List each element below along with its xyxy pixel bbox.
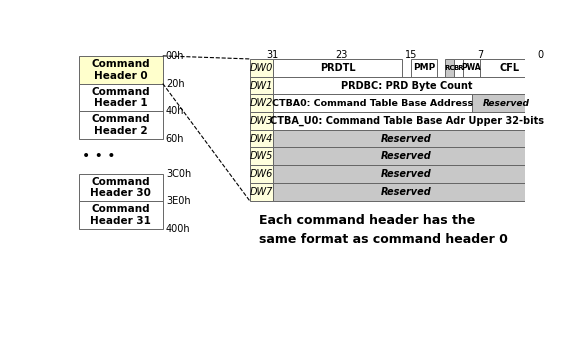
Bar (273, 147, 540, 165)
Text: Command
Header 31: Command Header 31 (90, 204, 152, 226)
Bar (462, 59, 480, 77)
Text: 3E0h: 3E0h (166, 196, 191, 206)
Text: DW0: DW0 (250, 63, 273, 73)
Text: Reserved: Reserved (381, 169, 432, 179)
Bar (79, 201, 163, 229)
Text: DW7: DW7 (250, 187, 273, 197)
Text: 15: 15 (405, 50, 417, 60)
Bar (273, 183, 540, 201)
Bar (273, 112, 540, 130)
Text: PWA: PWA (461, 63, 481, 72)
Text: 23: 23 (336, 50, 348, 60)
Text: PRDTL: PRDTL (319, 63, 355, 73)
Text: Reserved: Reserved (381, 134, 432, 143)
Bar (273, 77, 540, 95)
Text: Command
Header 30: Command Header 30 (90, 177, 152, 198)
Bar (79, 111, 163, 139)
Text: Reserved: Reserved (483, 99, 529, 108)
Text: PRDBC: PRD Byte Count: PRDBC: PRD Byte Count (340, 80, 472, 91)
Text: CFL: CFL (500, 63, 520, 73)
Text: 00h: 00h (166, 51, 184, 61)
Text: Command
Header 1: Command Header 1 (92, 87, 150, 108)
Bar (445, 59, 454, 77)
Text: CTBA0: Command Table Base Address: CTBA0: Command Table Base Address (272, 99, 473, 108)
Text: 31: 31 (266, 50, 279, 60)
Bar (79, 84, 163, 111)
Bar (273, 94, 472, 112)
Text: DW6: DW6 (250, 169, 273, 179)
Bar (273, 59, 402, 77)
Bar (250, 94, 273, 112)
Text: 7: 7 (477, 50, 483, 60)
Text: BR: BR (453, 65, 463, 71)
Text: • • •: • • • (82, 149, 115, 163)
Text: 3C0h: 3C0h (166, 169, 191, 178)
Bar (250, 112, 273, 130)
Bar (472, 94, 540, 112)
Text: Reserved: Reserved (381, 187, 432, 197)
Text: CTBA_U0: Command Table Base Adr Upper 32-bits: CTBA_U0: Command Table Base Adr Upper 32… (269, 116, 543, 126)
Bar (79, 174, 163, 201)
Text: DW1: DW1 (250, 80, 273, 91)
Bar (250, 147, 273, 165)
Text: DW2: DW2 (250, 98, 273, 108)
Text: 0: 0 (537, 50, 543, 60)
Text: Command
Header 2: Command Header 2 (92, 114, 150, 136)
Text: 400h: 400h (166, 224, 191, 234)
Bar (454, 59, 462, 77)
Text: PMP: PMP (413, 63, 435, 72)
Text: 40h: 40h (166, 106, 184, 116)
Bar (273, 130, 540, 147)
Text: DW4: DW4 (250, 134, 273, 143)
Bar (250, 77, 273, 95)
Bar (411, 59, 437, 77)
Bar (250, 59, 273, 77)
Text: RC: RC (444, 65, 455, 71)
Bar (480, 59, 540, 77)
Bar (250, 130, 273, 147)
Text: DW5: DW5 (250, 151, 273, 161)
Text: DW3: DW3 (250, 116, 273, 126)
Bar (250, 183, 273, 201)
Text: 20h: 20h (166, 79, 184, 89)
Text: Reserved: Reserved (381, 151, 432, 161)
Bar (273, 165, 540, 183)
Bar (250, 165, 273, 183)
Text: Each command header has the
same format as command header 0: Each command header has the same format … (259, 215, 508, 246)
Text: 60h: 60h (166, 134, 184, 144)
Bar (79, 56, 163, 84)
Text: Command
Header 0: Command Header 0 (92, 59, 150, 80)
